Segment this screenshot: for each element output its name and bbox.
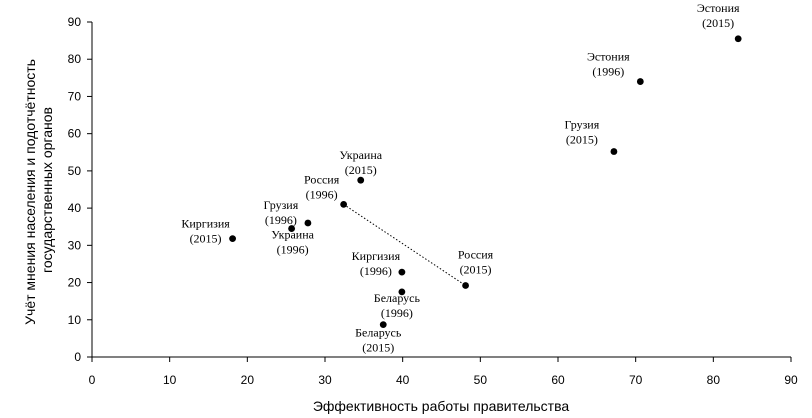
point-label-year: (1996)	[265, 213, 297, 227]
y-tick-label: 80	[68, 52, 82, 66]
data-point	[398, 288, 406, 296]
data-point	[304, 219, 312, 227]
point-label-year: (2015)	[190, 232, 222, 246]
y-tick-label: 20	[68, 276, 82, 290]
point-label-year: (2015)	[566, 133, 598, 147]
data-point	[462, 282, 469, 289]
x-tick-label: 20	[241, 373, 255, 387]
x-tick-label: 30	[318, 373, 332, 387]
data-point	[379, 321, 387, 329]
x-tick-label: 80	[707, 373, 721, 387]
point-label-country: Грузия	[264, 198, 299, 212]
point-label-country: Эстония	[587, 50, 630, 64]
y-axis-title: Учёт мнения населения и подотчётность го…	[22, 55, 55, 325]
y-tick-label: 60	[68, 127, 82, 141]
point-label-year: (2015)	[702, 16, 734, 30]
y-tick-label: 70	[68, 89, 82, 103]
point-label-year: (1996)	[381, 306, 413, 320]
point-label-year: (2015)	[345, 163, 377, 177]
x-tick-label: 0	[89, 373, 96, 387]
data-point	[636, 78, 644, 85]
y-axis-title-line-1: Учёт мнения населения и подотчётность	[22, 59, 38, 325]
point-label-country: Эстония	[697, 1, 740, 15]
point-label: Грузия (2015)	[565, 118, 600, 147]
data-point	[734, 35, 742, 43]
point-label: Беларусь (1996)	[374, 291, 421, 320]
x-tick-label: 70	[629, 373, 643, 387]
point-label: Россия (2015)	[458, 248, 494, 277]
point-label-country: Украина	[271, 228, 314, 242]
point-label-country: Грузия	[565, 118, 600, 132]
y-tick-label: 90	[68, 15, 82, 29]
point-label-country: Россия	[458, 248, 494, 262]
point-label: Грузия (1996)	[264, 198, 299, 227]
x-axis-title: Эффективность работы правительства	[313, 398, 570, 414]
x-tick-label: 60	[551, 373, 565, 387]
x-axis-ticks: 0 10 20 30 40 50 60 70 80 90	[89, 357, 798, 387]
point-label-country: Киргизия	[352, 249, 401, 263]
y-tick-label: 0	[74, 350, 81, 364]
y-tick-label: 50	[68, 164, 82, 178]
point-label: Киргизия (1996)	[352, 249, 401, 278]
x-tick-label: 40	[396, 373, 410, 387]
point-label: Эстония (1996)	[587, 50, 630, 79]
point-label: Киргизия (2015)	[181, 217, 230, 246]
point-label: Украина (2015)	[339, 148, 382, 177]
y-tick-label: 40	[68, 201, 82, 215]
point-label-year: (2015)	[460, 263, 492, 277]
data-point	[340, 200, 348, 208]
y-axis-ticks: 0 10 20 30 40 50 60 70 80 90	[68, 15, 92, 364]
data-point	[288, 225, 296, 232]
data-point	[398, 268, 406, 276]
point-label-country: Беларусь	[374, 291, 421, 305]
point-label-country: Беларусь	[355, 326, 402, 340]
x-tick-label: 90	[784, 373, 798, 387]
x-tick-label: 50	[474, 373, 488, 387]
point-label-year: (1996)	[592, 65, 624, 79]
y-tick-label: 30	[68, 238, 82, 252]
point-label-year: (1996)	[306, 187, 338, 201]
point-label: Беларусь (2015)	[355, 326, 402, 355]
y-tick-label: 10	[68, 313, 82, 327]
point-label-country: Киргизия	[181, 217, 230, 231]
point-label: Россия (1996)	[304, 172, 340, 201]
point-label-year: (1996)	[360, 264, 392, 278]
y-axis-title-line-2: государственных органов	[39, 107, 55, 273]
point-label-country: Россия	[304, 172, 340, 186]
data-point	[229, 235, 236, 243]
point-label: Эстония (2015)	[697, 1, 740, 30]
data-point	[357, 176, 365, 184]
x-tick-label: 10	[163, 373, 177, 387]
point-label-country: Украина	[339, 148, 382, 162]
point-label-year: (2015)	[362, 341, 394, 355]
point-labels: Эстония (2015)Эстония (1996)Грузия (2015)Ук…	[181, 1, 740, 355]
point-label: Украина (1996)	[271, 228, 314, 257]
data-points	[229, 35, 742, 329]
point-label-year: (1996)	[277, 243, 309, 257]
data-point	[610, 148, 618, 155]
